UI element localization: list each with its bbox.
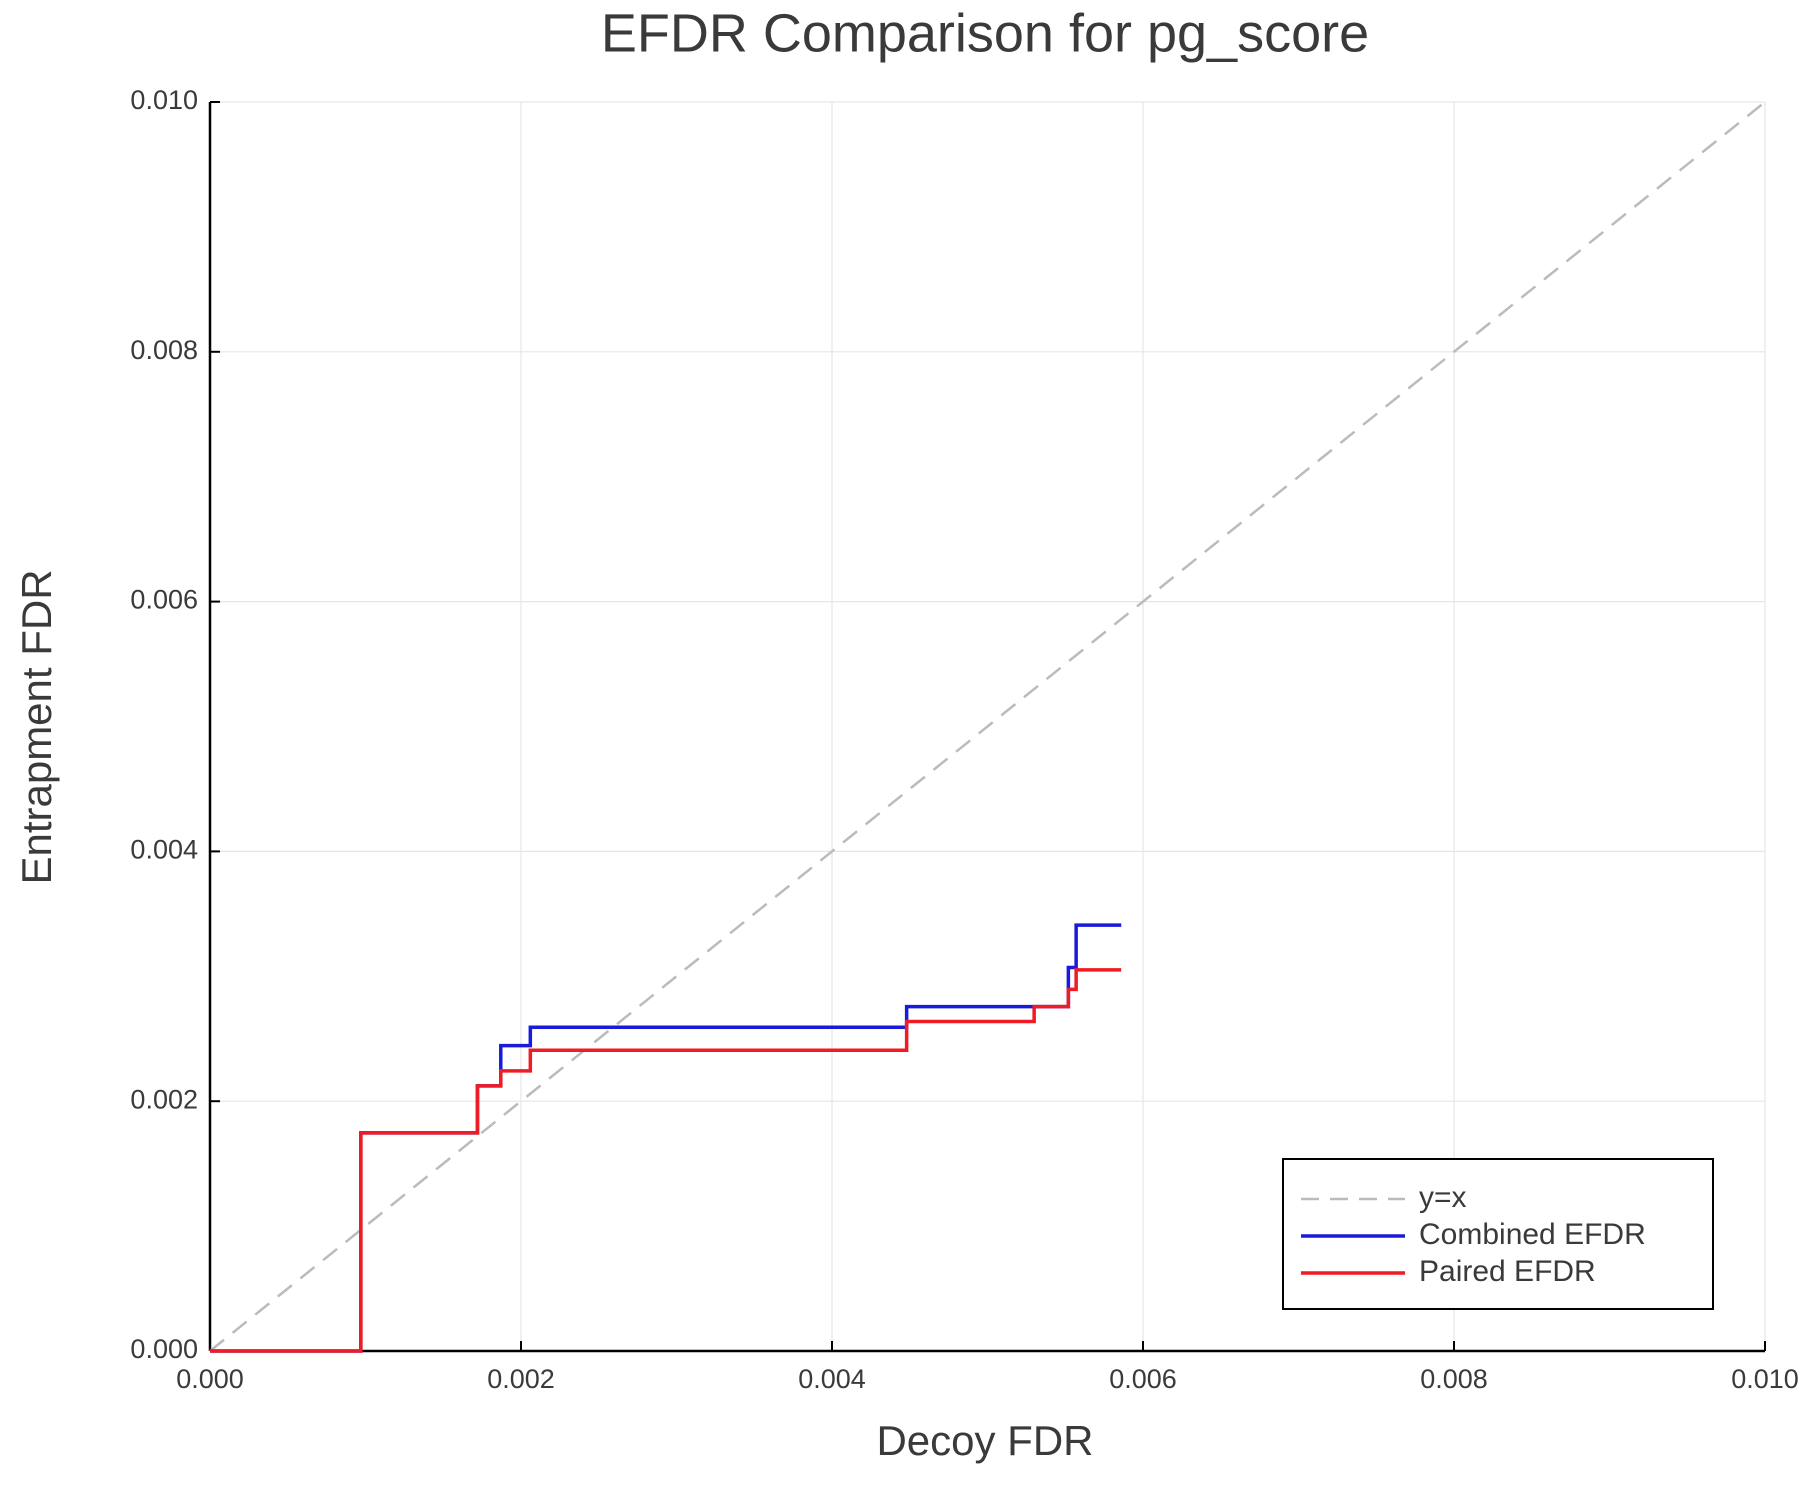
series-line: [209, 101, 1766, 1352]
y-tick-label: 0.006: [130, 585, 198, 615]
x-tick-label: 0.006: [1109, 1364, 1177, 1394]
legend-label: Combined EFDR: [1419, 1218, 1646, 1251]
x-axis-label: Decoy FDR: [876, 1417, 1093, 1464]
legend-label: Paired EFDR: [1419, 1255, 1596, 1288]
legend-box: [1282, 1158, 1714, 1310]
y-tick-label: 0.008: [130, 335, 198, 365]
x-tick-label: 0.004: [798, 1364, 866, 1394]
y-axis-label: Entrapment FDR: [13, 569, 60, 884]
legend: y=x Combined EFDR Paired EFDR: [1282, 1158, 1714, 1310]
y-tick-label: 0.000: [130, 1334, 198, 1364]
y-tick-label: 0.002: [130, 1084, 198, 1114]
x-tick-label: 0.008: [1420, 1364, 1488, 1394]
y-tick-label: 0.004: [130, 835, 198, 865]
x-tick-label: 0.000: [176, 1364, 244, 1394]
x-tick-label: 0.010: [1731, 1364, 1799, 1394]
y-tick-label: 0.010: [130, 85, 198, 115]
series-line: [210, 923, 1122, 1353]
legend-label: y=x: [1419, 1181, 1467, 1214]
series-line: [210, 968, 1122, 1353]
x-tick-label: 0.002: [487, 1364, 555, 1394]
chart-title: EFDR Comparison for pg_score: [601, 3, 1369, 63]
